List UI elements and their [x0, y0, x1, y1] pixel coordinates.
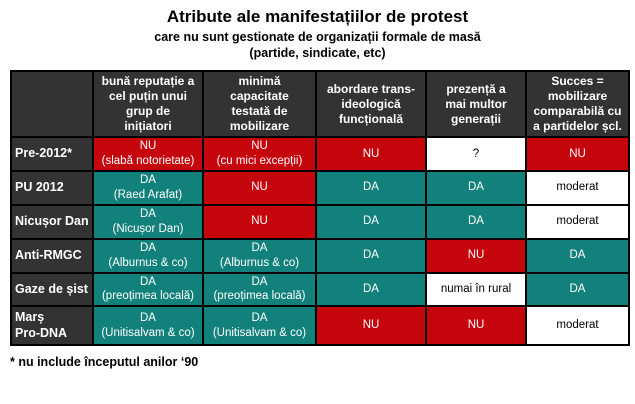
table-cell: DA [315, 203, 427, 240]
table-cell: DA [315, 271, 427, 308]
row-label: Marș Pro-DNA [10, 305, 94, 347]
row-label: Pre-2012* [10, 136, 94, 172]
table-cell: DA (Unitisalvam & co) [92, 305, 204, 347]
row-label: Nicușor Dan [10, 203, 94, 240]
row-label: Gaze de șist [10, 271, 94, 308]
table-row-mars-pro-dna: Marș Pro-DNA DA (Unitisalvam & co) DA (U… [10, 305, 630, 347]
table-cell: DA (Raed Arafat) [92, 169, 204, 206]
table-cell: moderat [525, 203, 630, 240]
table-cell: moderat [525, 305, 630, 347]
header-row: bună reputație a cel puțin unui grup de … [10, 70, 630, 139]
table-cell: DA [425, 203, 527, 240]
table-cell: NU [425, 305, 527, 347]
table-row-nicusor-dan: Nicușor Dan DA (Nicușor Dan) NU DA DA mo… [10, 203, 630, 240]
row-label: Anti-RMGC [10, 237, 94, 274]
table-cell: moderat [525, 169, 630, 206]
table-cell: DA [525, 237, 630, 274]
column-header-trans-ideological: abordare trans- ideologică funcțională [315, 70, 427, 139]
table-cell: DA [525, 271, 630, 308]
table-cell: NU [202, 203, 317, 240]
column-header-reputation: bună reputație a cel puțin unui grup de … [92, 70, 204, 139]
table-cell: DA [315, 237, 427, 274]
table-cell: NU [525, 136, 630, 172]
column-header-generations: prezență a mai multor generații [425, 70, 527, 139]
table-cell: NU [315, 136, 427, 172]
table-cell: DA [315, 169, 427, 206]
table-cell: numai în rural [425, 271, 527, 308]
table-cell: DA (Alburnus & co) [92, 237, 204, 274]
table-cell: NU [202, 169, 317, 206]
table-cell: DA (Nicușor Dan) [92, 203, 204, 240]
table-cell: NU [425, 237, 527, 274]
table-cell: DA (preoțimea locală) [92, 271, 204, 308]
column-header-success: Succes = mobilizare comparabilă cu a par… [525, 70, 630, 139]
table-corner-cell [10, 70, 94, 139]
footnote: * nu include începutul anilor ‘90 [10, 355, 199, 370]
attributes-table: bună reputație a cel puțin unui grup de … [10, 70, 630, 347]
table-cell: NU [315, 305, 427, 347]
table-cell: NU (cu mici excepții) [202, 136, 317, 172]
page-title: Atribute ale manifestațiilor de protest [166, 7, 469, 26]
table-row-pre-2012: Pre-2012* NU (slabă notorietate) NU (cu … [10, 136, 630, 172]
table-cell: NU (slabă notorietate) [92, 136, 204, 172]
table-cell: DA [425, 169, 527, 206]
table-cell: DA (Alburnus & co) [202, 237, 317, 274]
table-row-gaze-de-sist: Gaze de șist DA (preoțimea locală) DA (p… [10, 271, 630, 308]
table-cell: DA (Unitisalvam & co) [202, 305, 317, 347]
table-row-anti-rmgc: Anti-RMGC DA (Alburnus & co) DA (Alburnu… [10, 237, 630, 274]
column-header-mobilization-capacity: minimă capacitate testată de mobilizare [202, 70, 317, 139]
table-row-pu-2012: PU 2012 DA (Raed Arafat) NU DA DA modera… [10, 169, 630, 206]
table-cell: DA (preoțimea locală) [202, 271, 317, 308]
page-subtitle: care nu sunt gestionate de organizații f… [154, 29, 481, 60]
row-label: PU 2012 [10, 169, 94, 206]
table-cell: ? [425, 136, 527, 172]
